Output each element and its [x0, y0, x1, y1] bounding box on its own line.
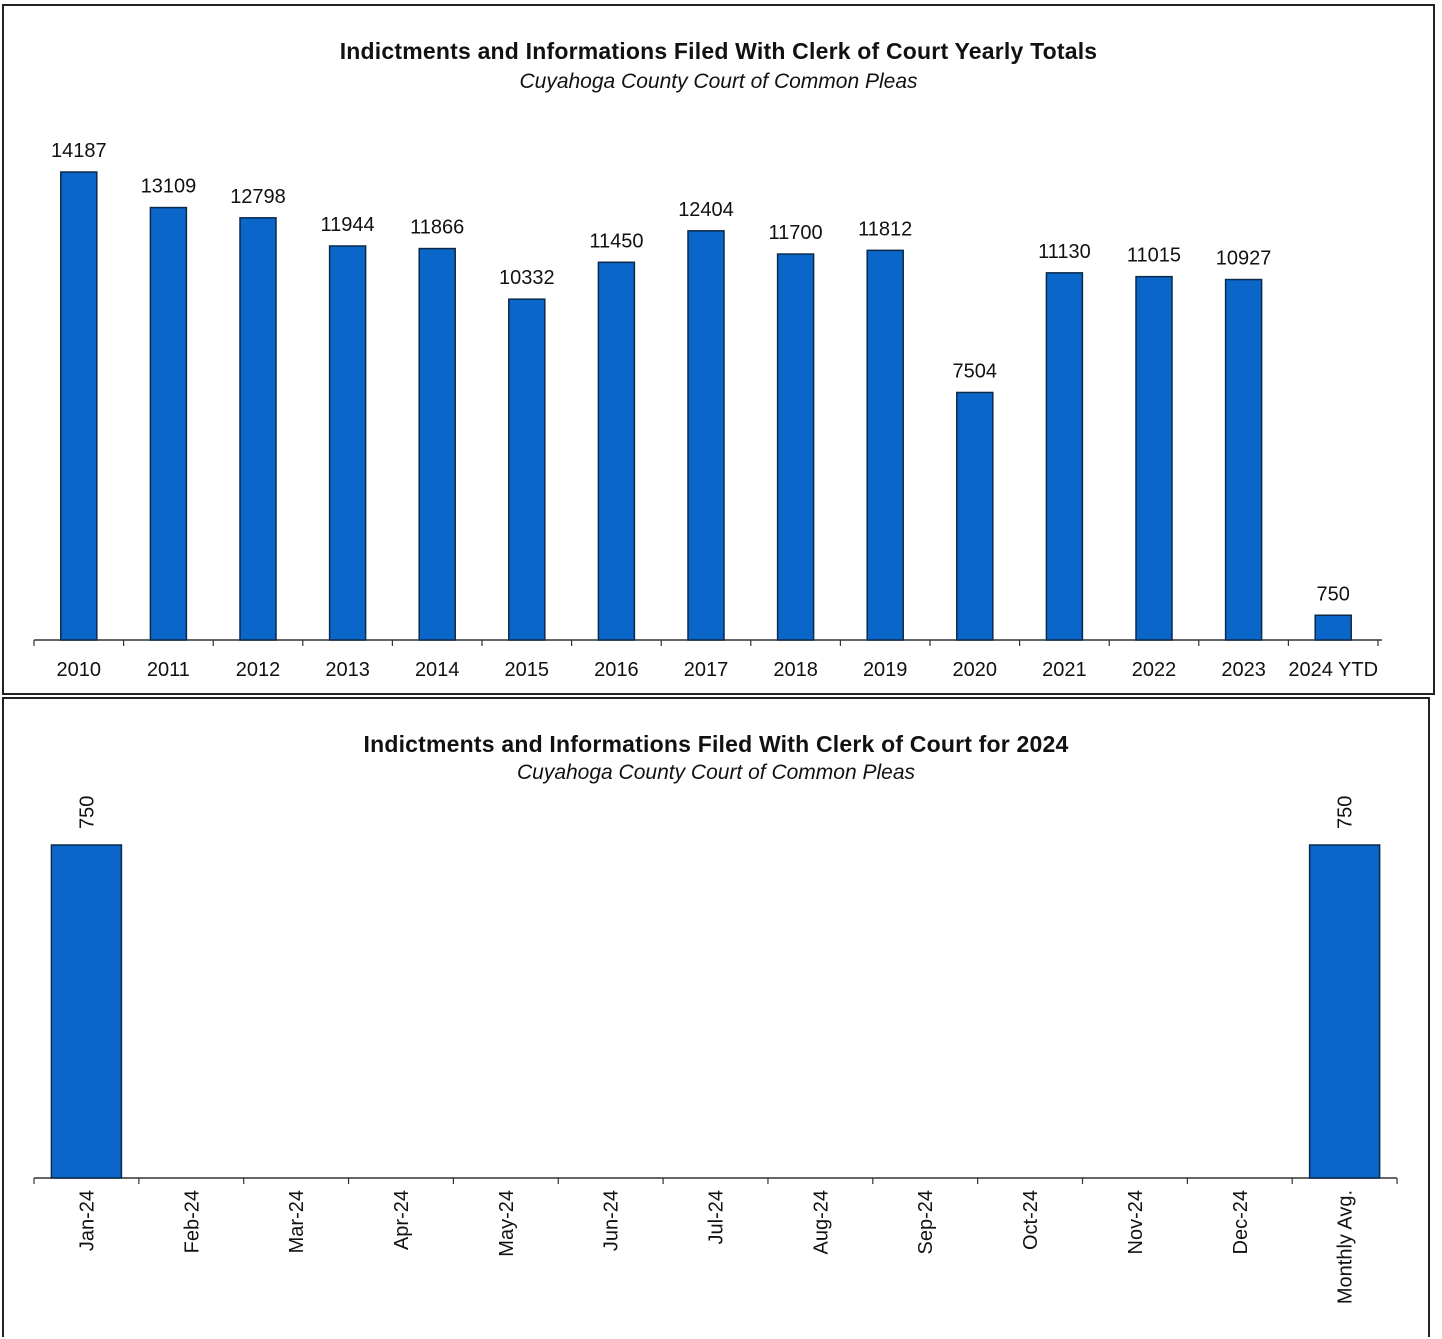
bar — [687, 230, 725, 641]
x-tick-label: 2011 — [147, 659, 190, 681]
data-label: 10332 — [499, 267, 555, 289]
bar — [50, 844, 123, 1179]
monthly-chart-plot: 750 Jan-24 Feb-24 Mar-24 Apr-24 May-24 Jun-24 J… — [33, 796, 1398, 1304]
data-label: 11700 — [769, 222, 823, 244]
x-tick-label: Nov-24 — [1125, 1190, 1147, 1254]
x-tick-label: Feb-24 — [181, 1190, 203, 1253]
bar — [508, 298, 546, 641]
bar — [1308, 844, 1381, 1179]
x-tick-label: 2021 — [1042, 659, 1087, 681]
bar — [1045, 272, 1084, 641]
x-tick-label: 2012 — [236, 659, 281, 681]
bar — [776, 253, 815, 641]
data-label: 750 — [1317, 583, 1350, 605]
x-tick-label: Jan-24 — [76, 1190, 98, 1251]
x-tick-label: 2015 — [505, 659, 550, 681]
x-tick-label: 2022 — [1132, 659, 1177, 681]
x-tick-label: Jun-24 — [601, 1190, 623, 1251]
x-tick-label: 2010 — [57, 659, 102, 681]
x-tick-label: May-24 — [496, 1190, 518, 1257]
bar — [956, 391, 994, 641]
x-tick-label: Mar-24 — [286, 1190, 308, 1253]
yearly-chart-panel: Indictments and Informations Filed With … — [2, 4, 1435, 695]
x-tick-label: 2016 — [594, 659, 639, 681]
bar — [1135, 275, 1173, 641]
x-tick-label: 2013 — [325, 659, 370, 681]
data-label: 750 — [76, 796, 98, 829]
yearly-chart-subtitle: Cuyahoga County Court of Common Pleas — [519, 70, 918, 93]
x-tick-label: Apr-24 — [391, 1190, 413, 1250]
x-tick-label: Jul-24 — [706, 1190, 728, 1244]
x-tick-label: 2024 YTD — [1288, 659, 1378, 681]
bar — [239, 217, 277, 641]
x-tick-label: 2020 — [953, 659, 998, 681]
data-label: 12798 — [230, 186, 286, 208]
data-label: 7504 — [953, 360, 998, 382]
monthly-chart-subtitle: Cuyahoga County Court of Common Pleas — [516, 761, 916, 784]
bar — [1314, 614, 1352, 641]
data-label: 750 — [1335, 796, 1357, 829]
bar — [149, 206, 188, 641]
x-tick-label: Oct-24 — [1020, 1190, 1042, 1250]
x-tick-label: 2014 — [415, 659, 460, 681]
x-tick-label: Aug-24 — [810, 1190, 832, 1255]
yearly-chart-plot: 14187 2010 13109 2011 12798 2012 11944 2013 1186… — [33, 140, 1382, 681]
monthly-chart-panel: Indictments and Informations Filed With … — [2, 697, 1430, 1337]
data-label: 11450 — [589, 230, 643, 252]
x-tick-label: Dec-24 — [1230, 1190, 1252, 1254]
bar — [866, 249, 904, 641]
data-label: 11015 — [1127, 245, 1181, 267]
bar — [60, 171, 98, 641]
data-label: 11130 — [1038, 241, 1091, 263]
data-label: 13109 — [141, 176, 197, 198]
x-tick-label: 2017 — [684, 659, 729, 681]
bar — [418, 247, 456, 641]
x-tick-label: 2023 — [1221, 659, 1266, 681]
data-label: 11866 — [410, 217, 464, 239]
x-tick-label: Monthly Avg. — [1335, 1190, 1357, 1304]
monthly-chart-title: Indictments and Informations Filed With … — [363, 731, 1069, 757]
bar — [1224, 278, 1263, 641]
x-tick-label: 2019 — [863, 659, 908, 681]
yearly-chart-title: Indictments and Informations Filed With … — [339, 38, 1098, 64]
data-label: 12404 — [678, 199, 734, 221]
data-label: 14187 — [51, 140, 107, 162]
data-label: 10927 — [1216, 248, 1272, 270]
bar — [328, 245, 367, 641]
data-label: 11812 — [858, 218, 912, 240]
x-tick-label: 2018 — [773, 659, 818, 681]
data-label: 11944 — [321, 214, 375, 236]
x-tick-label: Sep-24 — [915, 1190, 937, 1255]
bar — [597, 261, 636, 641]
